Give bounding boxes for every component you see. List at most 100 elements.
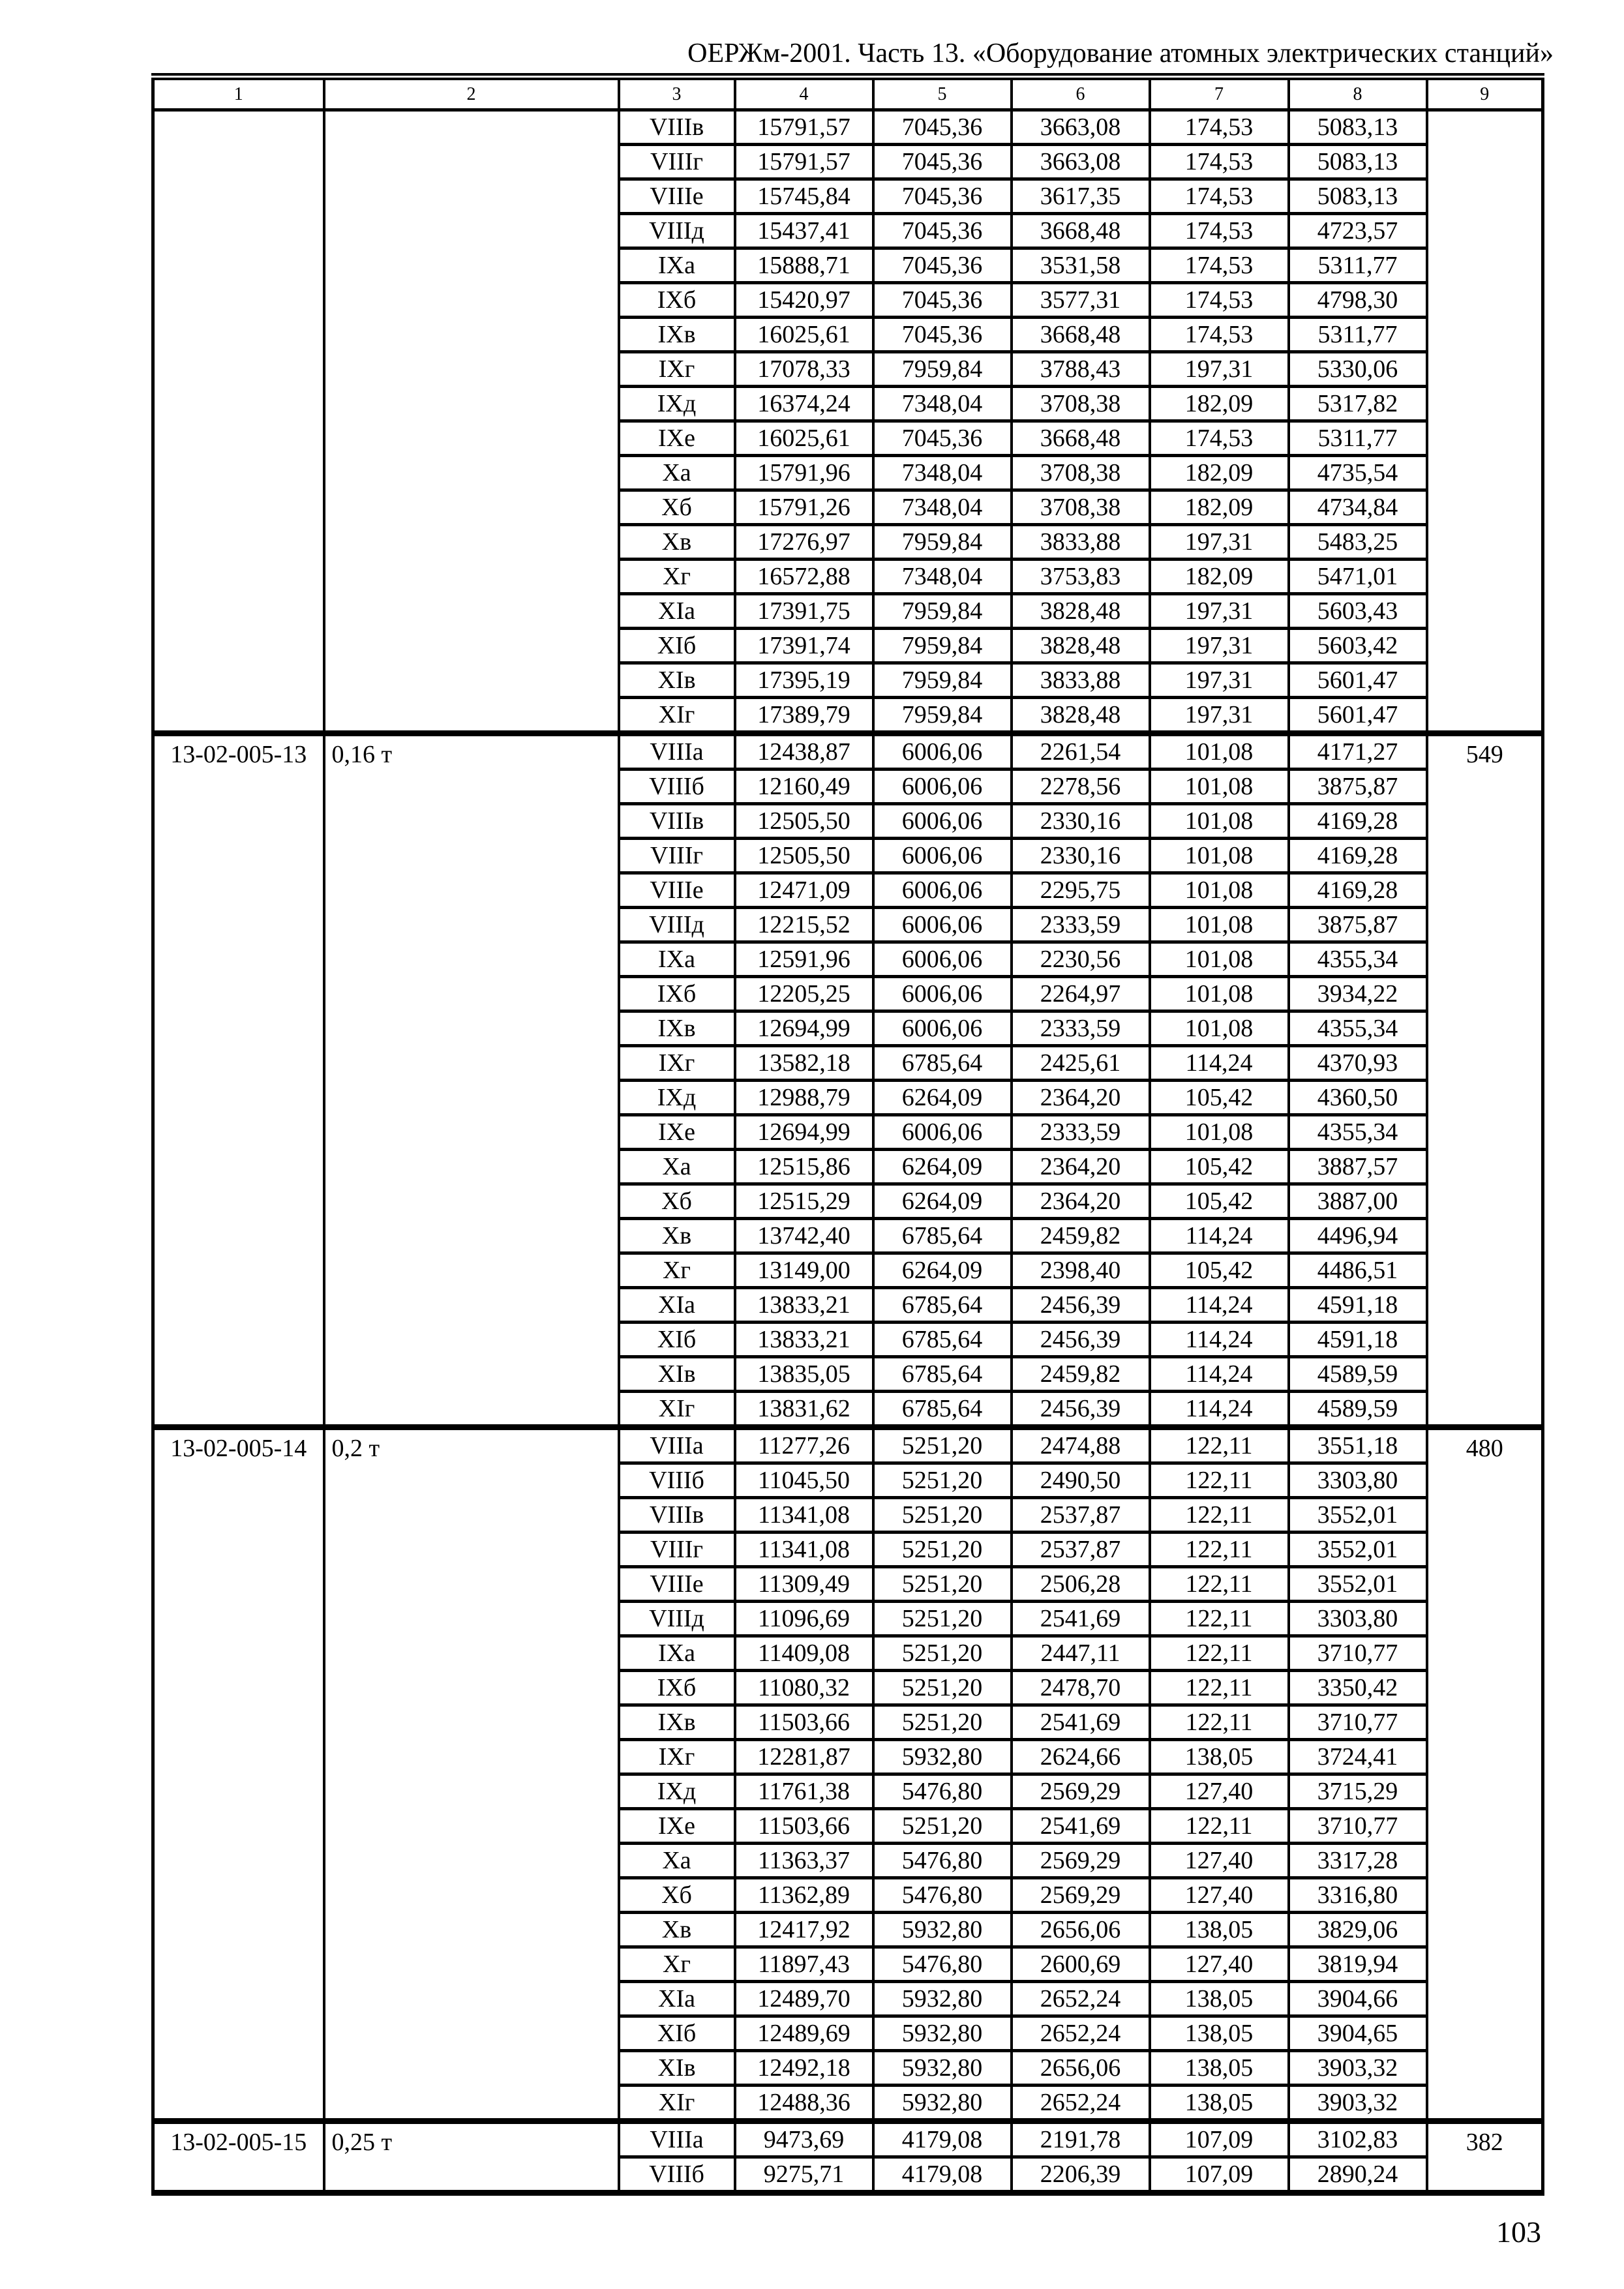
cell-value: 3903,32	[1287, 2050, 1428, 2087]
table-row: 13-02-005-15 0,25 т VIIIа 9473,69 4179,08 219…	[151, 2118, 1544, 2194]
cell-value: 3904,65	[1287, 2016, 1428, 2052]
cell-value: 13833,21	[733, 1322, 875, 1358]
table-row: IXе 12694,99 6006,06 2333,59 101,08 4355,34	[153, 1115, 1543, 1151]
cell-value: 105,42	[1148, 1080, 1290, 1116]
cell-value: 5311,77	[1287, 421, 1428, 457]
cell-value: 2890,24	[1287, 2157, 1428, 2194]
cell-value: 12489,69	[733, 2016, 875, 2052]
cell-value: 4179,08	[871, 2157, 1013, 2194]
table-row: IXе 16025,61 7045,36 3668,48 174,53 5311,77	[153, 421, 1543, 457]
table-row: IXе 11503,66 5251,20 2541,69 122,11 3710,77	[153, 1808, 1543, 1845]
cell-value: 2506,28	[1010, 1566, 1151, 1603]
cell-value: 11309,49	[733, 1566, 875, 1603]
cell-value: 101,08	[1148, 838, 1290, 875]
cell-value: 5603,42	[1287, 628, 1428, 665]
cell-value: 6264,09	[871, 1184, 1013, 1220]
cell-value: 13149,00	[733, 1253, 875, 1289]
cell-value: 114,24	[1148, 1218, 1290, 1255]
cell-value: 3551,18	[1287, 1424, 1428, 1465]
cell-value: 5083,13	[1287, 110, 1428, 146]
table-row: IXг 12281,87 5932,80 2624,66 138,05 3724,41	[153, 1739, 1543, 1776]
table-row: XIа 17391,75 7959,84 3828,48 197,31 5603,43	[153, 593, 1543, 630]
cell-value: 7045,36	[871, 213, 1013, 250]
cell-value: 12591,96	[733, 942, 875, 978]
cell-value: 4798,30	[1287, 282, 1428, 319]
cell-value: 5932,80	[871, 2050, 1013, 2087]
column-header-5: 5	[871, 75, 1013, 112]
cell-value: 2456,39	[1010, 1391, 1151, 1429]
cell-value: 2364,20	[1010, 1149, 1151, 1186]
cell-zone-mark: VIIIе	[617, 1566, 736, 1603]
cell-value: 101,08	[1148, 1115, 1290, 1151]
cell-zone-mark: XIб	[617, 2016, 736, 2052]
cell-value: 4486,51	[1287, 1253, 1428, 1289]
table-row: XIг 17389,79 7959,84 3828,48 197,31 5601,47	[153, 697, 1543, 735]
cell-value: 17276,97	[733, 524, 875, 561]
cell-value: 3668,48	[1010, 421, 1151, 457]
table-row: Xб 11362,89 5476,80 2569,29 127,40 3316,80	[153, 1878, 1543, 1914]
cell-value: 15437,41	[733, 213, 875, 250]
cell-zone-mark: Xа	[617, 1843, 736, 1879]
cell-value: 7045,36	[871, 317, 1013, 353]
cell-value: 2537,87	[1010, 1497, 1151, 1534]
cell-zone-mark: IXв	[617, 1011, 736, 1047]
cell-value: 2456,39	[1010, 1287, 1151, 1324]
table-row: XIг 13831,62 6785,64 2456,39 114,24 4589,59	[153, 1391, 1543, 1429]
cell-value: 127,40	[1148, 1843, 1290, 1879]
cell-zone-mark: IXв	[617, 317, 736, 353]
cell-value: 114,24	[1148, 1287, 1290, 1324]
cell-value: 6006,06	[871, 1115, 1013, 1151]
cell-zone-mark: VIIIб	[617, 769, 736, 805]
cell-value: 2478,70	[1010, 1670, 1151, 1707]
table-row: Xг 16572,88 7348,04 3753,83 182,09 5471,01	[153, 559, 1543, 595]
cell-value: 138,05	[1148, 1739, 1290, 1776]
cell-value: 122,11	[1148, 1463, 1290, 1499]
cell-value: 3303,80	[1287, 1601, 1428, 1638]
cell-value: 3903,32	[1287, 2085, 1428, 2123]
cell-zone-mark: XIа	[617, 1287, 736, 1324]
cell-value: 3753,83	[1010, 559, 1151, 595]
cell-zone-mark: IXд	[617, 1774, 736, 1810]
cell-value: 11080,32	[733, 1670, 875, 1707]
cell-value: 122,11	[1148, 1636, 1290, 1672]
cell-value: 16025,61	[733, 317, 875, 353]
column-header-9: 9	[1425, 75, 1544, 112]
cell-value: 2569,29	[1010, 1878, 1151, 1914]
cell-value: 3708,38	[1010, 455, 1151, 492]
cell-value: 11362,89	[733, 1878, 875, 1914]
cell-value: 13582,18	[733, 1045, 875, 1082]
cell-value: 2490,50	[1010, 1463, 1151, 1499]
cell-zone-mark: Xв	[617, 524, 736, 561]
cell-value: 174,53	[1148, 248, 1290, 284]
cell-value: 7348,04	[871, 386, 1013, 423]
cell-value: 5932,80	[871, 2016, 1013, 2052]
cell-value: 182,09	[1148, 559, 1290, 595]
cell-value: 13742,40	[733, 1218, 875, 1255]
table-row: Xг 11897,43 5476,80 2600,69 127,40 3819,94	[153, 1947, 1543, 1983]
cell-estimate-code: 13-02-005-14	[151, 1424, 325, 2123]
cell-value: 197,31	[1148, 352, 1290, 388]
cell-value: 3552,01	[1287, 1497, 1428, 1534]
cell-value: 3828,48	[1010, 628, 1151, 665]
cell-zone-mark: Xа	[617, 1149, 736, 1186]
table-row: VIIIв 15791,57 7045,36 3663,08 174,53 5083,13	[151, 110, 1544, 735]
cell-value: 3875,87	[1287, 769, 1428, 805]
cell-value: 4589,59	[1287, 1356, 1428, 1393]
cell-zone-mark: Xа	[617, 455, 736, 492]
cell-zone-mark: XIб	[617, 1322, 736, 1358]
cell-value: 16374,24	[733, 386, 875, 423]
cell-value: 4591,18	[1287, 1287, 1428, 1324]
cell-value: 12438,87	[733, 730, 875, 771]
cell-value: 2425,61	[1010, 1045, 1151, 1082]
cell-value: 3708,38	[1010, 386, 1151, 423]
cell-value: 9275,71	[733, 2157, 875, 2194]
table-row: IXа 15888,71 7045,36 3531,58 174,53 5311,77	[153, 248, 1543, 284]
cell-value: 107,09	[1148, 2157, 1290, 2194]
cell-value: 105,42	[1148, 1149, 1290, 1186]
cell-value: 2474,88	[1010, 1424, 1151, 1465]
cell-value: 2537,87	[1010, 1532, 1151, 1568]
cell-value: 138,05	[1148, 2016, 1290, 2052]
cell-value: 13833,21	[733, 1287, 875, 1324]
